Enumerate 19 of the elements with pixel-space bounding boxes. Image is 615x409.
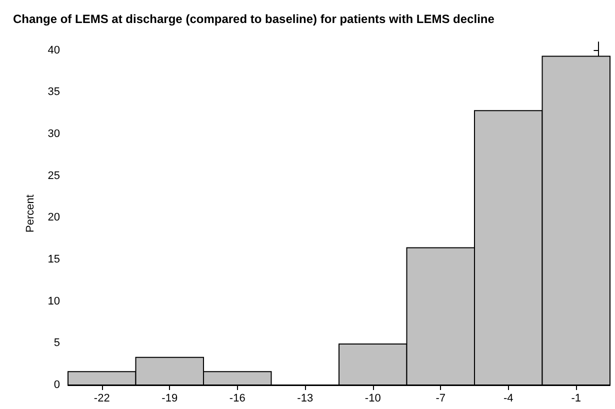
chart-title: Change of LEMS at discharge (compared to baseline) for patients with LEMS decline	[13, 12, 495, 26]
y-axis-title: Percent	[24, 194, 36, 232]
y-tick-label: 0	[54, 379, 60, 391]
y-tick-label: 5	[54, 337, 60, 350]
y-tick-label: 10	[48, 295, 60, 308]
x-tick-label: -10	[364, 392, 381, 404]
y-tick-label: 40	[48, 44, 60, 56]
y-tick-label: 15	[48, 254, 60, 266]
y-tick-label: 20	[48, 212, 60, 224]
x-tick-label: -19	[162, 392, 178, 404]
x-tick-label: -7	[436, 392, 446, 404]
x-tick-label: -13	[297, 392, 314, 404]
x-tick-label: -22	[94, 392, 110, 404]
y-tick-label: 30	[48, 128, 60, 140]
x-tick-label: -4	[503, 392, 514, 404]
x-tick-label: -16	[229, 392, 246, 404]
x-tick-label: -1	[571, 392, 582, 404]
y-tick-label: 25	[48, 170, 60, 182]
y-tick-label: 35	[48, 86, 60, 98]
